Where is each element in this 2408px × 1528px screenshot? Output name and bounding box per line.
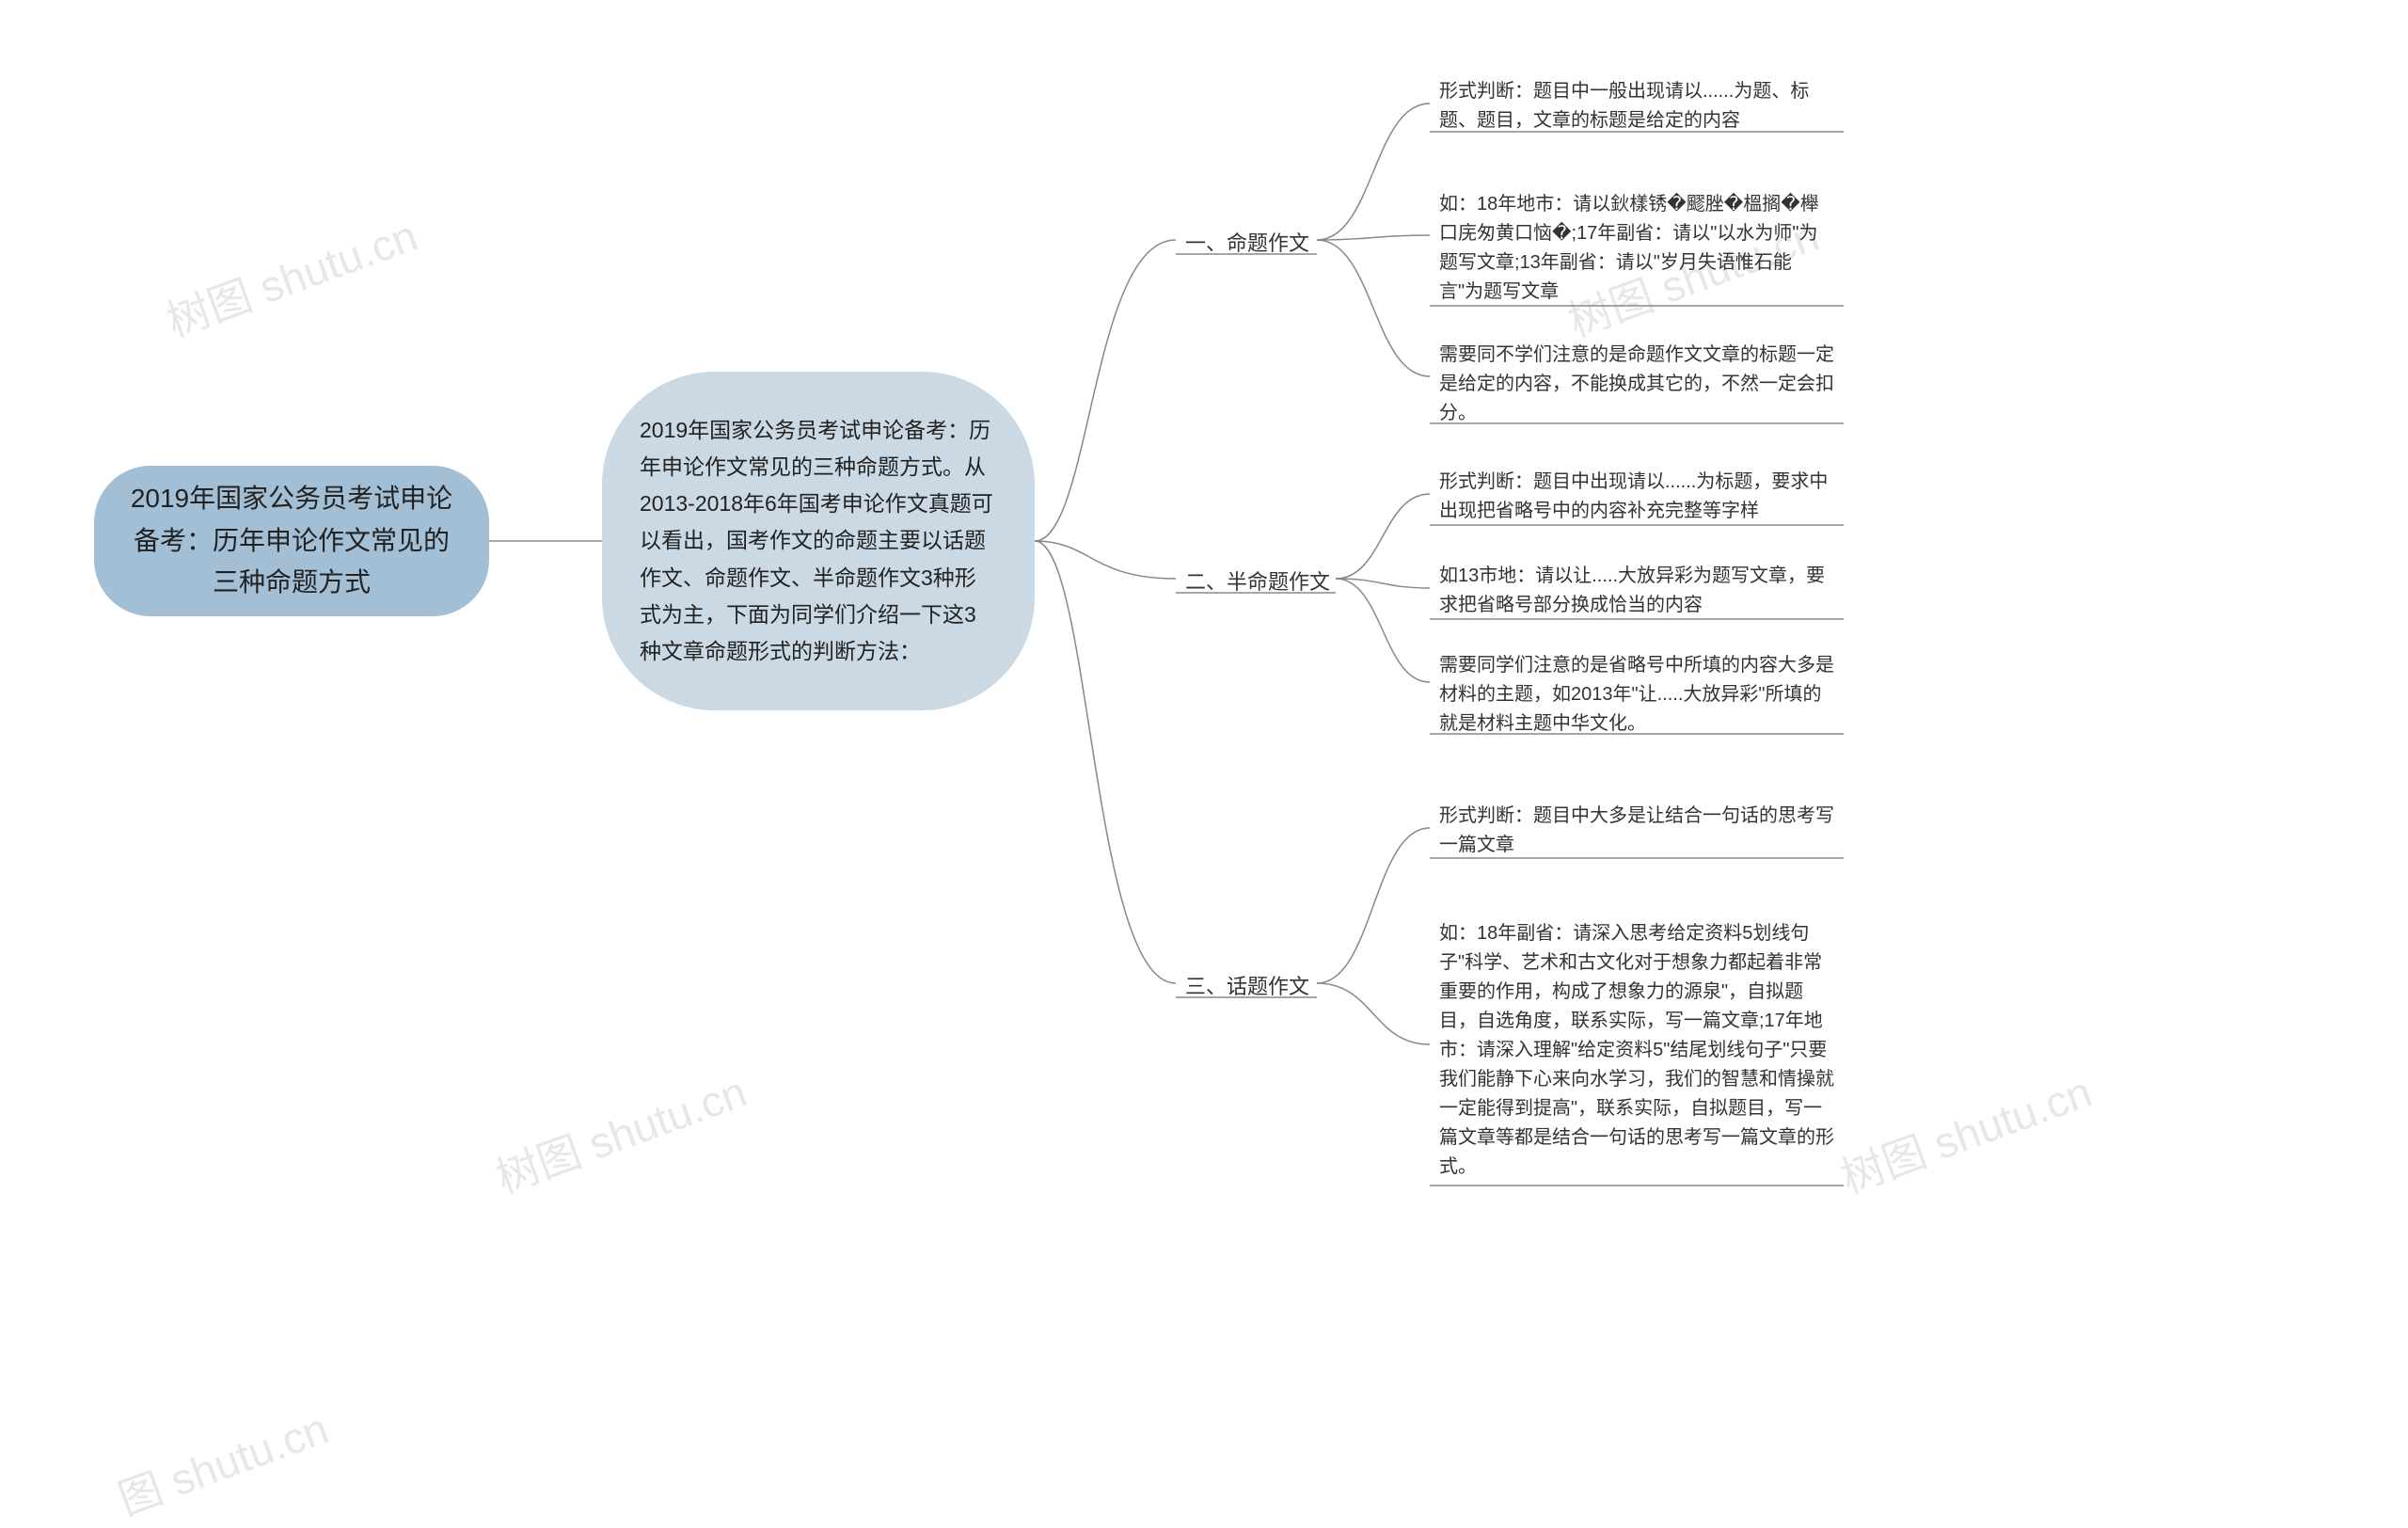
- leaf-node: 如：18年地市：请以鈥樣锈�飂脞�榲搁�櫸口庑匆黄口恼�;17年副省：请以"以水…: [1430, 183, 1844, 312]
- leaf-node: 形式判断：题目中一般出现请以......为题、标题、题目，文章的标题是给定的内容: [1430, 71, 1844, 141]
- intro-text: 2019年国家公务员考试申论备考：历年申论作文常见的三种命题方式。从2013-2…: [640, 412, 997, 670]
- root-node: 2019年国家公务员考试申论备考：历年申论作文常见的三种命题方式: [94, 466, 489, 616]
- leaf-node: 需要同学们注意的是省略号中所填的内容大多是材料的主题，如2013年"让.....…: [1430, 645, 1844, 744]
- branch-1-label: 一、命题作文: [1185, 227, 1309, 257]
- watermark: 树图 shutu.cn: [157, 201, 424, 349]
- watermark: 树图 shutu.cn: [1831, 1058, 2099, 1205]
- leaf-text: 需要同不学们注意的是命题作文文章的标题一定是给定的内容，不能换成其它的，不然一定…: [1439, 341, 1834, 428]
- leaf-text: 形式判断：题目中出现请以......为标题，要求中出现把省略号中的内容补充完整等…: [1439, 468, 1834, 526]
- leaf-text: 如：18年地市：请以鈥樣锈�飂脞�榲搁�櫸口庑匆黄口恼�;17年副省：请以"以水…: [1439, 190, 1834, 307]
- branch-node-2: 二、半命题作文: [1176, 560, 1339, 601]
- leaf-text: 形式判断：题目中大多是让结合一句话的思考写一篇文章: [1439, 802, 1834, 860]
- leaf-node: 如：18年副省：请深入思考给定资料5划线句子"科学、艺术和古文化对于想象力都起着…: [1430, 913, 1844, 1187]
- watermark: 树图 shutu.cn: [486, 1058, 753, 1205]
- leaf-text: 需要同学们注意的是省略号中所填的内容大多是材料的主题，如2013年"让.....…: [1439, 651, 1834, 739]
- branch-3-label: 三、话题作文: [1185, 970, 1309, 1000]
- leaf-text: 形式判断：题目中一般出现请以......为题、标题、题目，文章的标题是给定的内容: [1439, 77, 1834, 135]
- branch-node-1: 一、命题作文: [1176, 221, 1319, 263]
- leaf-node: 如13市地：请以让.....大放异彩为题写文章，要求把省略号部分换成恰当的内容: [1430, 555, 1844, 626]
- branch-node-3: 三、话题作文: [1176, 964, 1319, 1006]
- branch-2-label: 二、半命题作文: [1185, 565, 1330, 596]
- leaf-node: 形式判断：题目中大多是让结合一句话的思考写一篇文章: [1430, 795, 1844, 866]
- leaf-text: 如：18年副省：请深入思考给定资料5划线句子"科学、艺术和古文化对于想象力都起着…: [1439, 919, 1834, 1182]
- root-text: 2019年国家公务员考试申论备考：历年申论作文常见的三种命题方式: [122, 478, 461, 604]
- leaf-node: 形式判断：题目中出现请以......为标题，要求中出现把省略号中的内容补充完整等…: [1430, 461, 1844, 532]
- intro-node: 2019年国家公务员考试申论备考：历年申论作文常见的三种命题方式。从2013-2…: [602, 372, 1035, 710]
- leaf-node: 需要同不学们注意的是命题作文文章的标题一定是给定的内容，不能换成其它的，不然一定…: [1430, 334, 1844, 434]
- watermark: 图 shutu.cn: [109, 1394, 336, 1528]
- leaf-text: 如13市地：请以让.....大放异彩为题写文章，要求把省略号部分换成恰当的内容: [1439, 562, 1834, 620]
